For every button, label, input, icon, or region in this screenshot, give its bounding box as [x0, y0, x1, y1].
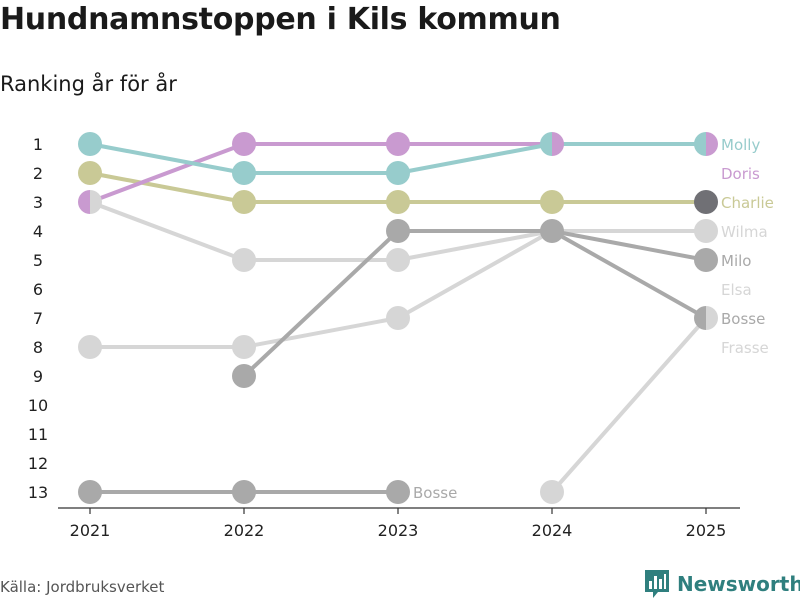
shared-point-marker — [694, 190, 718, 214]
y-tick-label: 4 — [33, 222, 43, 241]
point-marker-doris — [706, 132, 718, 156]
newsworthy-logo-icon — [645, 570, 669, 598]
point-marker-doris — [552, 132, 564, 156]
y-tick-label: 13 — [28, 483, 48, 502]
point-marker-molly — [694, 132, 706, 156]
point-marker-milo — [694, 248, 718, 272]
end-label-wilma: Wilma — [721, 223, 768, 241]
y-tick-label: 5 — [33, 251, 43, 270]
end-label-molly: Molly — [721, 136, 760, 154]
y-tick-label: 7 — [33, 309, 43, 328]
x-tick-label: 2023 — [378, 521, 419, 540]
point-marker-charlie — [386, 190, 410, 214]
end-label-frasse: Frasse — [721, 339, 769, 357]
point-marker-doris — [386, 132, 410, 156]
y-tick-label: 8 — [33, 338, 43, 357]
chart-title: Hundnamnstoppen i Kils kommun — [0, 2, 561, 37]
x-tick-label: 2021 — [70, 521, 111, 540]
point-marker-molly — [232, 161, 256, 185]
point-marker-elsa — [232, 335, 256, 359]
point-marker-bosse — [552, 219, 564, 243]
end-label-elsa: Elsa — [721, 281, 752, 299]
y-tick-label: 9 — [33, 367, 43, 386]
end-label-doris: Doris — [721, 165, 760, 183]
point-marker-doris — [232, 132, 256, 156]
series-line-frasse — [550, 316, 708, 494]
end-label-charlie: Charlie — [721, 194, 774, 212]
y-tick-label: 12 — [28, 454, 48, 473]
series-line-elsa — [88, 229, 554, 349]
point-marker-bosse — [232, 364, 256, 388]
series-end-labels: Frasse Bosse Elsa Wilma Bosse Milo Charlie Dori… — [413, 136, 774, 502]
series-markers — [78, 132, 718, 504]
point-marker-charlie — [540, 190, 564, 214]
point-marker-bosse — [232, 480, 256, 504]
point-marker-frasse — [706, 306, 718, 330]
point-marker-milo — [540, 219, 552, 243]
point-marker-elsa — [78, 335, 102, 359]
end-label-bosse: Bosse — [721, 310, 765, 328]
point-marker-milo — [386, 219, 398, 243]
point-marker-molly — [386, 161, 410, 185]
point-marker-frasse — [540, 480, 564, 504]
end-label-bosse: Bosse — [413, 484, 457, 502]
point-marker-molly — [540, 132, 552, 156]
chart-subtitle: Ranking år för år — [0, 72, 177, 96]
point-marker-bosse — [386, 480, 410, 504]
point-marker-bosse — [694, 306, 706, 330]
end-label-milo: Milo — [721, 252, 751, 270]
point-marker-bosse — [398, 219, 410, 243]
point-marker-wilma — [694, 219, 718, 243]
point-marker-elsa — [386, 306, 410, 330]
x-tick-label: 2022 — [224, 521, 265, 540]
y-tick-label: 1 — [33, 135, 43, 154]
source-note: Källa: Jordbruksverket — [0, 578, 165, 596]
x-axis: 2021 2022 2023 2024 2025 — [58, 507, 740, 540]
point-marker-bosse — [78, 480, 102, 504]
series-line-bosse — [242, 229, 708, 378]
y-tick-label: 6 — [33, 280, 43, 299]
y-tick-label: 11 — [28, 425, 48, 444]
y-tick-label: 3 — [33, 193, 43, 212]
point-marker-charlie — [232, 190, 256, 214]
x-tick-label: 2024 — [532, 521, 573, 540]
brand-name: Newsworthy — [677, 572, 800, 596]
point-marker-charlie — [78, 161, 102, 185]
point-marker-wilma — [386, 248, 410, 272]
brand-logo: Newsworthy — [645, 570, 800, 598]
y-tick-label: 10 — [28, 396, 48, 415]
point-marker-wilma — [232, 248, 256, 272]
y-tick-label: 2 — [33, 164, 43, 183]
point-marker-doris — [78, 190, 90, 214]
point-marker-wilma — [90, 190, 102, 214]
x-tick-label: 2025 — [686, 521, 727, 540]
point-marker-molly — [78, 132, 102, 156]
